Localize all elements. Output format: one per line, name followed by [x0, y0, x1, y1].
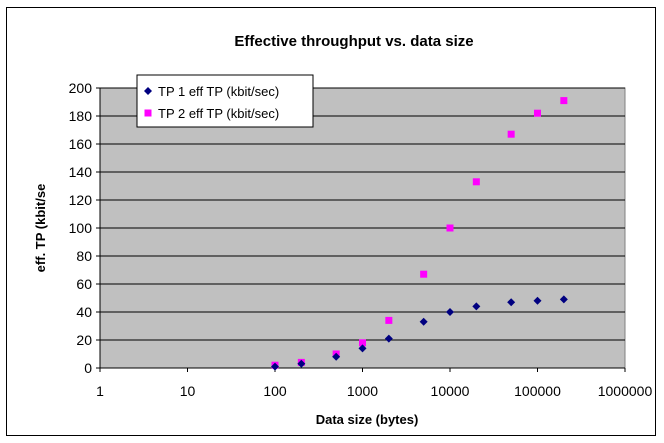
x-axis-label: Data size (bytes): [316, 412, 419, 427]
y-tick-label: 20: [76, 332, 92, 348]
data-point-tp2: [507, 130, 515, 138]
x-tick-label: 10: [180, 383, 196, 399]
data-point-tp1: [332, 352, 341, 361]
data-point-tp1: [297, 359, 306, 368]
y-tick-label: 140: [69, 164, 93, 180]
data-point-tp2: [385, 316, 393, 324]
y-tick-label: 100: [69, 220, 93, 236]
data-points: [271, 97, 568, 371]
data-point-tp1: [559, 295, 568, 304]
data-point-tp2: [534, 109, 541, 117]
data-point-tp2: [472, 178, 480, 186]
x-tick-label: 100: [263, 383, 287, 399]
x-tick-label: 1000: [347, 383, 378, 399]
x-tick-label: 1: [96, 383, 104, 399]
legend-box: [136, 74, 314, 128]
y-tick-label: 60: [76, 276, 92, 292]
y-axis-ticks: 0 20 40 60 80 100 120 140 160 180 200: [69, 80, 100, 376]
data-point-tp1: [446, 308, 454, 316]
data-point-tp1: [507, 298, 516, 307]
legend-label: TP 1 eff TP (kbit/sec): [158, 84, 279, 99]
data-point-tp1: [271, 362, 279, 371]
legend: TP 1 eff TP (kbit/sec) TP 2 eff TP (kbit/…: [136, 74, 314, 128]
y-tick-label: 0: [84, 360, 92, 376]
x-tick-label: 10000: [431, 383, 470, 399]
data-point-tp1: [358, 344, 367, 353]
y-tick-label: 80: [76, 248, 92, 264]
data-point-tp2: [420, 270, 428, 278]
y-tick-label: 200: [69, 80, 93, 96]
data-point-tp2: [560, 97, 568, 105]
data-point-tp1: [472, 302, 481, 311]
data-point-tp1: [419, 317, 428, 326]
y-tick-label: 40: [76, 304, 92, 320]
x-tick-label: 1000000: [598, 383, 653, 399]
chart-title: Effective throughput vs. data size: [234, 33, 473, 50]
y-tick-label: 160: [69, 136, 93, 152]
x-tick-label: 100000: [514, 383, 561, 399]
x-axis-ticks: 1 10 100 1000 10000 100000 1000000: [96, 368, 652, 399]
y-axis-label: eff. TP (kbit/se: [33, 184, 48, 273]
y-tick-label: 180: [69, 108, 93, 124]
legend-marker: [144, 109, 152, 117]
legend-marker: [144, 87, 152, 95]
data-point-tp2: [446, 224, 454, 232]
data-point-tp1: [533, 296, 542, 305]
legend-label: TP 2 eff TP (kbit/sec): [158, 106, 279, 121]
data-point-tp2: [359, 339, 366, 347]
y-tick-label: 120: [69, 192, 93, 208]
data-point-tp1: [384, 334, 393, 343]
